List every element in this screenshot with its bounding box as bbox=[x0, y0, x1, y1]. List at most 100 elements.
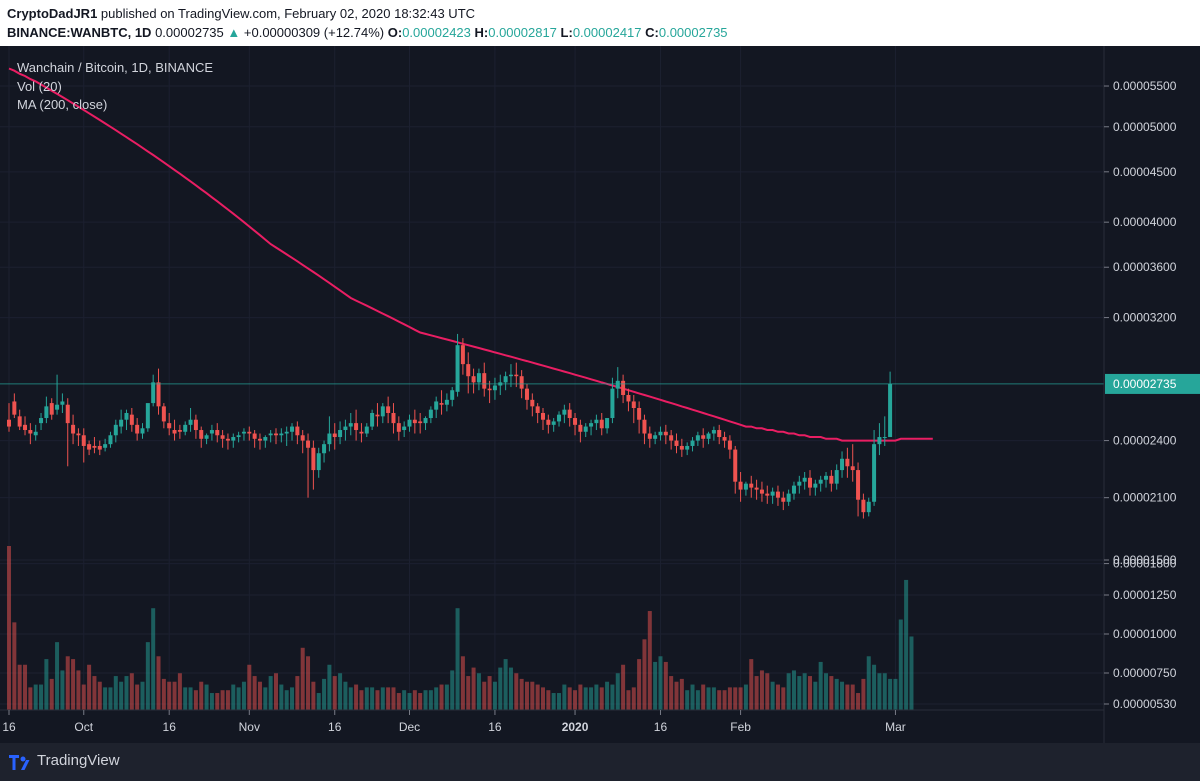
time-axis-label[interactable]: Dec bbox=[399, 720, 420, 734]
volume-bar bbox=[257, 681, 262, 710]
candle-body bbox=[359, 431, 364, 434]
ma200-line bbox=[8, 67, 933, 442]
volume-bar bbox=[423, 690, 428, 710]
price-axis-label[interactable]: 0.00000530 bbox=[1113, 697, 1177, 711]
volume-bar bbox=[145, 642, 150, 710]
candle-body bbox=[503, 376, 508, 383]
candle-body bbox=[866, 501, 871, 513]
volume-bar bbox=[679, 678, 684, 710]
price-axis-label[interactable]: 0.00003200 bbox=[1113, 311, 1177, 325]
candle-body bbox=[12, 401, 17, 415]
volume-bar bbox=[610, 684, 615, 710]
time-axis-label[interactable]: Nov bbox=[239, 720, 260, 734]
candle-body bbox=[354, 423, 359, 431]
time-axis-label[interactable]: 16 bbox=[654, 720, 668, 734]
volume-bar bbox=[332, 676, 337, 710]
volume-bar bbox=[87, 664, 92, 710]
candle-body bbox=[188, 419, 193, 425]
chart-area[interactable]: 0.00005500 0.00005000 0.00004500 0.00004000… bbox=[0, 46, 1200, 743]
candle-body bbox=[97, 445, 102, 450]
candle-body bbox=[167, 423, 172, 429]
price-axis-labels[interactable]: 0.00005500 0.00005000 0.00004500 0.00004000… bbox=[1104, 79, 1177, 711]
volume-bar bbox=[824, 673, 829, 710]
candle-body bbox=[524, 388, 529, 400]
volume-bar bbox=[370, 687, 375, 710]
volume-bar bbox=[12, 622, 17, 710]
volume-bar bbox=[727, 687, 732, 710]
volume-bar bbox=[7, 546, 11, 710]
price-axis-label[interactable]: 0.00005000 bbox=[1113, 120, 1177, 134]
time-axis-label[interactable]: Mar bbox=[885, 720, 906, 734]
time-axis-label[interactable]: 16 bbox=[488, 720, 502, 734]
price-axis-label[interactable]: 0.00004500 bbox=[1113, 165, 1177, 179]
time-axis-label[interactable]: 16 bbox=[163, 720, 177, 734]
volume-bar bbox=[882, 673, 887, 710]
price-chart[interactable]: 0.00005500 0.00005000 0.00004500 0.00004000… bbox=[0, 46, 1200, 743]
time-axis-label[interactable]: 16 bbox=[328, 720, 342, 734]
time-axis-label[interactable]: Feb bbox=[730, 720, 751, 734]
published-text: published on TradingView.com, February 0… bbox=[100, 6, 476, 21]
volume-bar bbox=[856, 693, 861, 710]
price-axis-label[interactable]: 0.00001250 bbox=[1113, 588, 1177, 602]
candle-body bbox=[754, 487, 759, 490]
chart-background bbox=[0, 46, 1200, 743]
price-axis-label[interactable]: 0.00004000 bbox=[1113, 215, 1177, 229]
time-axis-label[interactable]: 2020 bbox=[562, 720, 589, 734]
volume-bar bbox=[818, 661, 823, 710]
price-axis-label[interactable]: 0.00003600 bbox=[1113, 260, 1177, 274]
volume-bar bbox=[711, 687, 716, 710]
volume-bar bbox=[775, 684, 780, 710]
author-name[interactable]: CryptoDadJR1 bbox=[7, 6, 98, 21]
volume-bar bbox=[706, 687, 711, 710]
candle-body bbox=[241, 431, 246, 434]
candle-body bbox=[850, 466, 855, 471]
legend-volume[interactable]: Vol (20) bbox=[17, 79, 62, 94]
price-axis-label[interactable]: 0.00001500 bbox=[1113, 553, 1177, 567]
volume-bar bbox=[359, 690, 364, 710]
current-price-text: 0.00002735 bbox=[1113, 377, 1177, 391]
tradingview-logo-icon[interactable] bbox=[8, 753, 34, 771]
candle-body bbox=[508, 374, 513, 377]
time-axis-label[interactable]: 16 bbox=[2, 720, 16, 734]
volume-bar bbox=[653, 661, 658, 710]
volume-bar bbox=[487, 676, 492, 710]
candle-body bbox=[172, 430, 177, 434]
legend-title[interactable]: Wanchain / Bitcoin, 1D, BINANCE bbox=[17, 60, 213, 75]
volume-bar bbox=[840, 681, 845, 710]
candle-body bbox=[514, 374, 519, 377]
candle-body bbox=[695, 435, 700, 441]
volume-bar bbox=[861, 678, 866, 710]
candle-body bbox=[781, 497, 786, 502]
volume-bar bbox=[567, 687, 572, 710]
high-label: H: bbox=[474, 25, 489, 40]
price-axis-label[interactable]: 0.00002100 bbox=[1113, 491, 1177, 505]
price-axis-label[interactable]: 0.00000750 bbox=[1113, 666, 1177, 680]
time-axis-label[interactable]: Oct bbox=[74, 720, 93, 734]
volume-bar bbox=[674, 681, 679, 710]
moving-average bbox=[8, 67, 933, 442]
candle-body bbox=[685, 445, 690, 450]
tradingview-brand[interactable]: TradingView bbox=[37, 752, 120, 769]
candle-body bbox=[567, 409, 572, 419]
close-value: 0.00002735 bbox=[658, 25, 728, 40]
price-axis-label[interactable]: 0.00001000 bbox=[1113, 627, 1177, 641]
price-axis-label[interactable]: 0.00005500 bbox=[1113, 79, 1177, 93]
volume-bar bbox=[605, 681, 610, 710]
volume-bar bbox=[770, 681, 775, 710]
time-axis-labels[interactable]: 16 Oct 16 Nov 16 Dec 16 2020 16 Feb Mar bbox=[2, 710, 906, 734]
candle-body bbox=[386, 406, 391, 413]
price-axis-label[interactable]: 0.00002400 bbox=[1113, 434, 1177, 448]
volume-bar bbox=[476, 673, 481, 710]
volume-bar bbox=[402, 690, 407, 710]
candle-body bbox=[541, 412, 545, 420]
symbol-name: BINANCE:WANBTC, 1D bbox=[7, 25, 152, 40]
candle-body bbox=[733, 449, 738, 482]
legend-ma[interactable]: MA (200, close) bbox=[17, 97, 107, 112]
candle-body bbox=[743, 483, 748, 490]
volume-bar bbox=[81, 684, 86, 710]
volume-bar bbox=[364, 687, 369, 710]
candle-body bbox=[439, 403, 444, 405]
candle-body bbox=[605, 418, 610, 429]
price-axis-label[interactable]: 0.00001800 bbox=[1113, 557, 1177, 571]
candle-body bbox=[765, 493, 770, 496]
